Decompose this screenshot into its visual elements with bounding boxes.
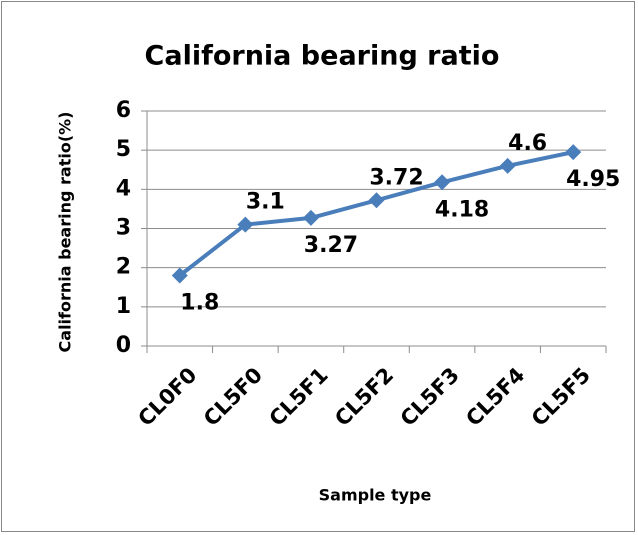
data-marker bbox=[434, 174, 451, 191]
data-label: 4.18 bbox=[435, 197, 489, 222]
data-marker bbox=[368, 192, 385, 209]
data-marker bbox=[499, 157, 516, 174]
data-label: 3.27 bbox=[304, 233, 358, 258]
data-label: 1.8 bbox=[180, 291, 219, 316]
data-marker bbox=[565, 144, 582, 161]
data-label: 4.95 bbox=[566, 167, 620, 192]
y-tick-label: 0 bbox=[116, 333, 131, 358]
chart-title: California bearing ratio bbox=[145, 41, 500, 72]
data-label: 3.72 bbox=[369, 165, 423, 190]
y-tick-label: 2 bbox=[116, 255, 131, 280]
data-label: 4.6 bbox=[508, 131, 547, 156]
data-marker bbox=[237, 216, 254, 233]
y-tick-label: 1 bbox=[116, 294, 131, 319]
y-axis-label: California bearing ratio(%) bbox=[56, 112, 75, 353]
y-tick-label: 4 bbox=[116, 176, 131, 201]
data-marker bbox=[302, 209, 319, 226]
y-tick-label: 3 bbox=[116, 216, 131, 241]
data-label: 3.1 bbox=[246, 190, 285, 215]
x-axis-label: Sample type bbox=[319, 486, 432, 505]
data-marker bbox=[171, 267, 188, 284]
y-tick-label: 5 bbox=[116, 137, 131, 162]
y-tick-label: 6 bbox=[116, 98, 131, 123]
